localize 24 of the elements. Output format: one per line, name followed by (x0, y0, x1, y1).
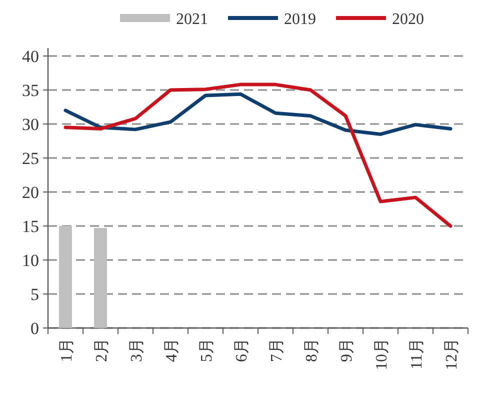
y-tick-label: 25 (22, 149, 39, 168)
x-tick-label: 4月 (164, 338, 180, 362)
x-tick-label: 2月 (94, 338, 110, 362)
x-tick-label: 8月 (304, 338, 320, 362)
x-tick-label: 9月 (338, 338, 356, 362)
x-tick-label: 6月 (234, 338, 250, 362)
y-tick-label: 35 (22, 81, 39, 100)
legend-label: 2019 (284, 11, 316, 28)
y-tick-label: 20 (22, 183, 39, 202)
y-tick-label: 40 (22, 47, 39, 66)
x-tick-label: 7月 (268, 338, 286, 362)
y-tick-label: 10 (22, 251, 39, 270)
y-tick-label: 5 (30, 285, 39, 304)
legend-label: 2020 (392, 11, 424, 28)
y-tick-label: 0 (30, 319, 39, 338)
y-tick-label: 15 (22, 217, 39, 236)
x-tick-label: 11月 (408, 338, 426, 370)
x-tick-label: 1月 (58, 338, 76, 362)
legend-label: 2021 (176, 11, 208, 28)
x-tick-label: 10月 (374, 338, 390, 370)
x-tick-label: 12月 (444, 338, 460, 370)
y-tick-label: 30 (22, 115, 39, 134)
x-tick-label: 3月 (128, 338, 146, 362)
x-tick-label: 5月 (198, 338, 216, 362)
